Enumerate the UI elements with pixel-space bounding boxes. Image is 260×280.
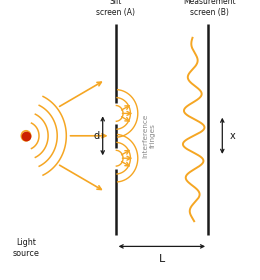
Text: Light
source: Light source bbox=[12, 238, 40, 258]
Text: x: x bbox=[230, 131, 235, 141]
Text: d: d bbox=[93, 131, 99, 141]
Text: Slit
screen (A): Slit screen (A) bbox=[96, 0, 135, 17]
Text: Interference
fringes: Interference fringes bbox=[142, 114, 155, 158]
Text: Measurement
screen (B): Measurement screen (B) bbox=[183, 0, 236, 17]
Text: L: L bbox=[159, 254, 165, 264]
